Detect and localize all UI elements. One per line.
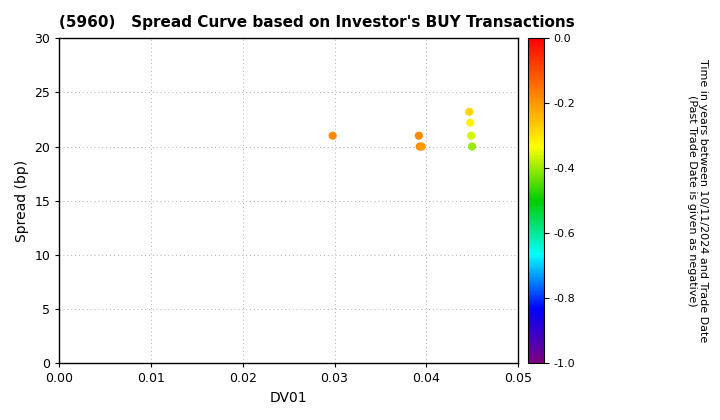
Y-axis label: Time in years between 10/11/2024 and Trade Date
(Past Trade Date is given as neg: Time in years between 10/11/2024 and Tra… <box>687 59 708 342</box>
X-axis label: DV01: DV01 <box>270 391 307 405</box>
Point <box>327 132 338 139</box>
Point <box>416 143 428 150</box>
Text: (5960)   Spread Curve based on Investor's BUY Transactions: (5960) Spread Curve based on Investor's … <box>60 15 575 30</box>
Point <box>465 132 477 139</box>
Point <box>464 108 475 115</box>
Y-axis label: Spread (bp): Spread (bp) <box>15 160 29 242</box>
Point <box>414 143 426 150</box>
Point <box>413 132 425 139</box>
Point <box>467 143 478 150</box>
Point <box>464 119 476 126</box>
